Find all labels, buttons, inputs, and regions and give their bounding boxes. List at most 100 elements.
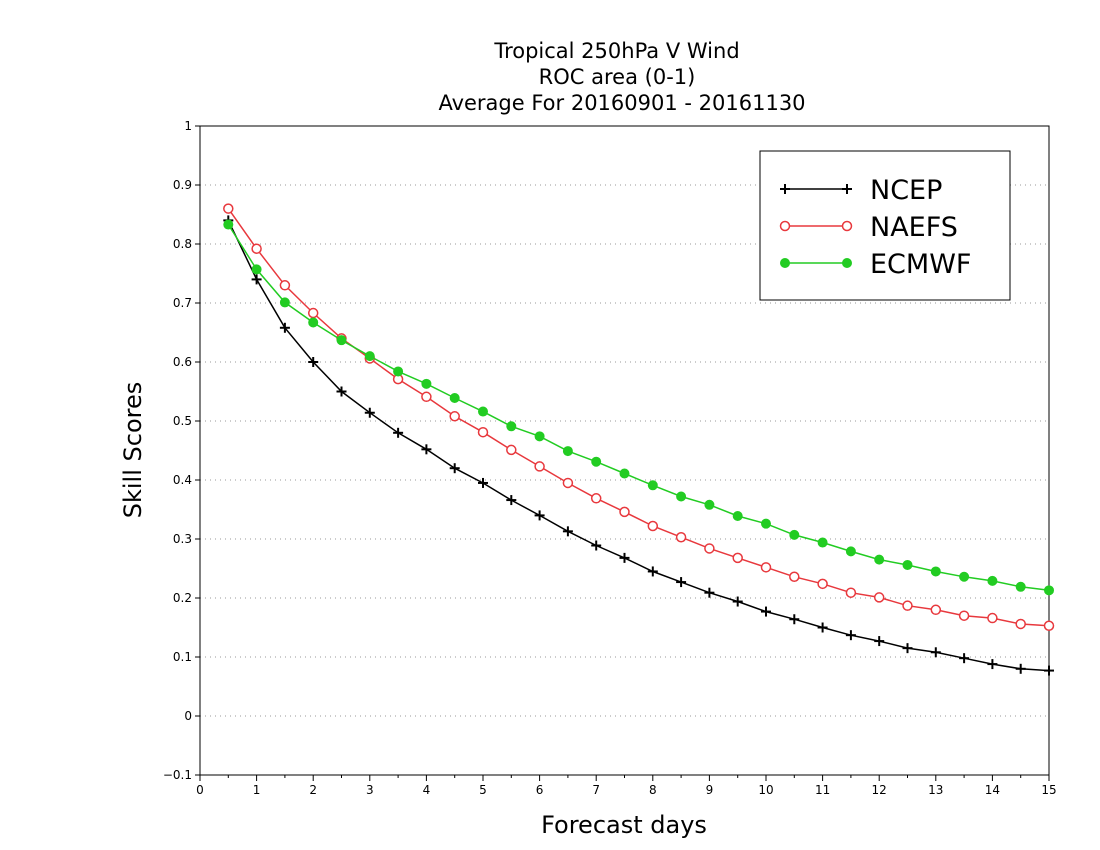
data-point-ecmwf xyxy=(732,510,743,521)
data-point-ecmwf xyxy=(1044,585,1054,596)
x-tick-label: 2 xyxy=(309,783,317,797)
data-point-ecmwf xyxy=(902,559,913,570)
data-point-naefs xyxy=(789,571,800,583)
data-point-ecmwf xyxy=(930,566,941,577)
x-tick-label: 10 xyxy=(758,783,773,797)
data-point-ecmwf xyxy=(845,546,856,557)
data-point-ncep xyxy=(874,636,885,647)
data-point-ecmwf xyxy=(761,518,771,529)
chart-title: Tropical 250hPa V Wind ROC area (0-1) Av… xyxy=(438,39,805,115)
data-point-ecmwf xyxy=(421,378,432,389)
y-tick-label: 0.4 xyxy=(173,473,192,487)
data-point-naefs xyxy=(279,280,291,291)
data-point-ecmwf xyxy=(336,335,347,346)
x-tick-label: 9 xyxy=(706,783,714,797)
legend-marker-naefs xyxy=(841,220,853,232)
data-point-ecmwf xyxy=(478,406,488,417)
data-point-ecmwf xyxy=(562,446,573,457)
data-point-ncep xyxy=(704,587,715,598)
y-tick-label: −0.1 xyxy=(163,768,192,782)
legend: NCEP NAEFS ECMWF xyxy=(759,150,1011,301)
data-point-ecmwf xyxy=(364,351,375,362)
y-tick-label: 0.5 xyxy=(173,414,192,428)
data-point-ncep xyxy=(279,322,290,333)
series-ecmwf xyxy=(223,219,1054,596)
x-tick-label: 5 xyxy=(479,783,487,797)
data-point-ecmwf xyxy=(506,421,517,432)
data-point-naefs xyxy=(987,612,998,624)
data-point-ecmwf xyxy=(874,554,885,565)
plot-series xyxy=(223,203,1055,676)
title-line-3: Average For 20160901 - 20161130 xyxy=(438,91,805,115)
x-tick-label: 8 xyxy=(649,783,657,797)
data-point-naefs xyxy=(817,578,828,590)
data-point-ncep xyxy=(562,526,573,537)
data-point-ncep xyxy=(449,463,460,474)
data-point-ncep xyxy=(336,386,347,397)
data-point-naefs xyxy=(307,307,319,319)
data-point-ncep xyxy=(1015,663,1026,674)
data-point-ncep xyxy=(251,274,262,285)
data-point-ncep xyxy=(761,606,771,617)
legend-marker-naefs xyxy=(779,220,791,232)
data-point-ecmwf xyxy=(959,571,970,582)
title-line-1: Tropical 250hPa V Wind xyxy=(493,39,739,63)
data-point-ecmwf xyxy=(591,456,602,467)
data-point-ncep xyxy=(817,622,828,633)
legend-items: NCEP NAEFS ECMWF xyxy=(779,175,971,280)
data-point-ecmwf xyxy=(619,468,630,479)
legend-item-ncep: NCEP xyxy=(780,175,942,206)
data-point-naefs xyxy=(902,600,913,611)
x-tick-label: 13 xyxy=(928,783,943,797)
x-tick-label: 7 xyxy=(592,783,600,797)
axis-ticks: −0.100.10.20.30.40.50.60.70.80.910 1 2 3 4 5 6… xyxy=(163,119,1057,797)
x-tick-label: 4 xyxy=(423,783,431,797)
data-point-ecmwf xyxy=(308,317,319,328)
data-point-ecmwf xyxy=(647,480,658,491)
series-ncep xyxy=(223,215,1054,676)
data-point-ecmwf xyxy=(223,219,234,230)
legend-marker-ecmwf xyxy=(842,258,852,268)
y-tick-label: 0.9 xyxy=(173,178,192,192)
data-point-naefs xyxy=(1043,620,1055,631)
data-point-ncep xyxy=(393,427,404,438)
title-line-2: ROC area (0-1) xyxy=(539,65,696,89)
data-point-naefs xyxy=(1015,618,1026,630)
data-point-ecmwf xyxy=(704,499,715,510)
legend-item-ecmwf: ECMWF xyxy=(780,249,971,280)
y-tick-label: 0.2 xyxy=(173,591,192,605)
x-tick-label: 11 xyxy=(815,783,830,797)
data-point-ncep xyxy=(364,407,375,418)
data-point-naefs xyxy=(704,543,715,554)
data-point-ecmwf xyxy=(676,491,687,502)
y-axis-title: Skill Scores xyxy=(119,382,147,519)
data-point-ncep xyxy=(421,444,432,455)
x-tick-label: 1 xyxy=(253,783,261,797)
legend-label-ecmwf: ECMWF xyxy=(870,249,971,280)
data-point-naefs xyxy=(675,531,687,543)
x-tick-label: 6 xyxy=(536,783,544,797)
legend-marker-ncep xyxy=(780,184,790,194)
data-point-ecmwf xyxy=(789,529,800,540)
data-point-ncep xyxy=(478,477,488,488)
data-point-naefs xyxy=(251,243,262,254)
data-point-ncep xyxy=(676,577,687,588)
data-point-ncep xyxy=(987,659,998,670)
y-tick-label: 0.7 xyxy=(173,296,192,310)
data-point-ncep xyxy=(959,653,970,664)
data-point-naefs xyxy=(958,610,970,621)
x-tick-label: 12 xyxy=(872,783,887,797)
data-point-ecmwf xyxy=(279,297,290,308)
legend-marker-ecmwf xyxy=(780,258,790,268)
data-point-ncep xyxy=(732,596,743,607)
data-point-ncep xyxy=(902,643,913,654)
data-point-ncep xyxy=(619,552,630,563)
data-point-naefs xyxy=(534,461,545,472)
data-point-ecmwf xyxy=(987,575,998,586)
data-point-naefs xyxy=(223,203,234,214)
data-point-ecmwf xyxy=(393,366,404,377)
data-point-naefs xyxy=(619,506,630,518)
data-point-ncep xyxy=(647,566,658,577)
y-tick-label: 0.3 xyxy=(173,532,192,546)
data-point-ecmwf xyxy=(251,264,262,275)
